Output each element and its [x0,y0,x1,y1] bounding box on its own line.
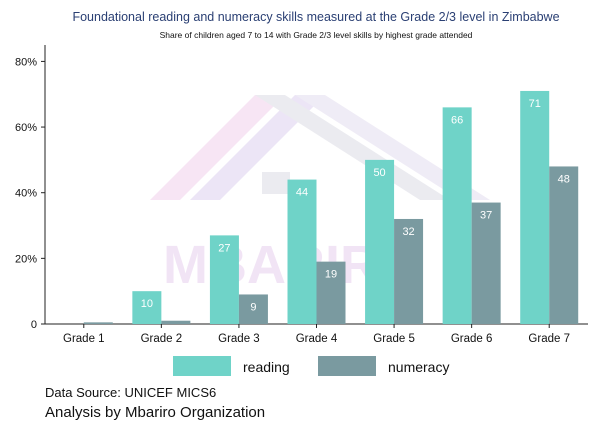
bars: 10 27 9 44 19 50 32 66 37 71 48 [83,90,579,324]
numeracy-bar [471,202,501,324]
reading-bar [132,291,162,324]
reading-bar [442,107,472,324]
x-tick-label: Grade 7 [528,333,570,345]
x-tick-label: Grade 2 [141,333,183,345]
numeracy-bar [238,294,268,324]
numeracy-data-label: 19 [325,269,337,281]
analysis-credit: Analysis by Mbariro Organization [45,404,266,421]
reading-data-label: 50 [373,167,385,179]
y-tick-label: 0 [31,319,37,331]
reading-legend-label: reading [243,359,290,375]
numeracy-data-label: 32 [402,226,414,238]
x-tick-label: Grade 4 [296,333,338,345]
watermark-roof-lavender [190,95,325,200]
numeracy-bar [394,218,424,324]
reading-legend-swatch [173,356,231,376]
y-tick-label: 40% [15,188,37,200]
numeracy-legend-swatch [318,356,376,376]
y-tick-label: 60% [15,122,37,134]
legend: reading numeracy [173,356,449,376]
reading-bar [209,235,239,324]
watermark-roof-lavender-right [295,95,490,200]
reading-data-label: 10 [141,298,153,310]
reading-data-label: 66 [451,114,463,126]
x-tick-label: Grade 1 [63,333,105,345]
y-tick-labels: 0 20% 40% 60% 80% [15,56,45,331]
y-tick-label: 80% [15,56,37,68]
reading-bar [287,179,317,324]
x-tick-label: Grade 6 [451,333,493,345]
numeracy-legend-label: numeracy [388,359,449,375]
data-source: Data Source: UNICEF MICS6 [45,385,217,400]
reading-bar [520,90,550,324]
chart-subtitle: Share of children aged 7 to 14 with Grad… [160,30,473,40]
numeracy-bar [316,261,346,324]
watermark-window [262,172,290,194]
numeracy-data-label: 9 [250,301,256,313]
x-tick-label: Grade 3 [218,333,260,345]
reading-bar [365,159,395,324]
numeracy-data-label: 48 [558,173,570,185]
x-tick-label: Grade 5 [373,333,415,345]
watermark-roof-grey [255,95,450,200]
reading-data-label: 44 [296,187,308,199]
chart-title: Foundational reading and numeracy skills… [72,10,559,24]
x-tick-labels: Grade 1 Grade 2 Grade 3 Grade 4 Grade 5 Grade… [63,324,570,345]
numeracy-bar [83,322,113,324]
reading-data-label: 27 [218,242,230,254]
watermark-roof-pink [150,95,285,200]
y-tick-label: 20% [15,253,37,265]
numeracy-data-label: 37 [480,210,492,222]
reading-data-label: 71 [529,98,541,110]
numeracy-bar [549,166,579,324]
numeracy-bar [161,320,191,324]
